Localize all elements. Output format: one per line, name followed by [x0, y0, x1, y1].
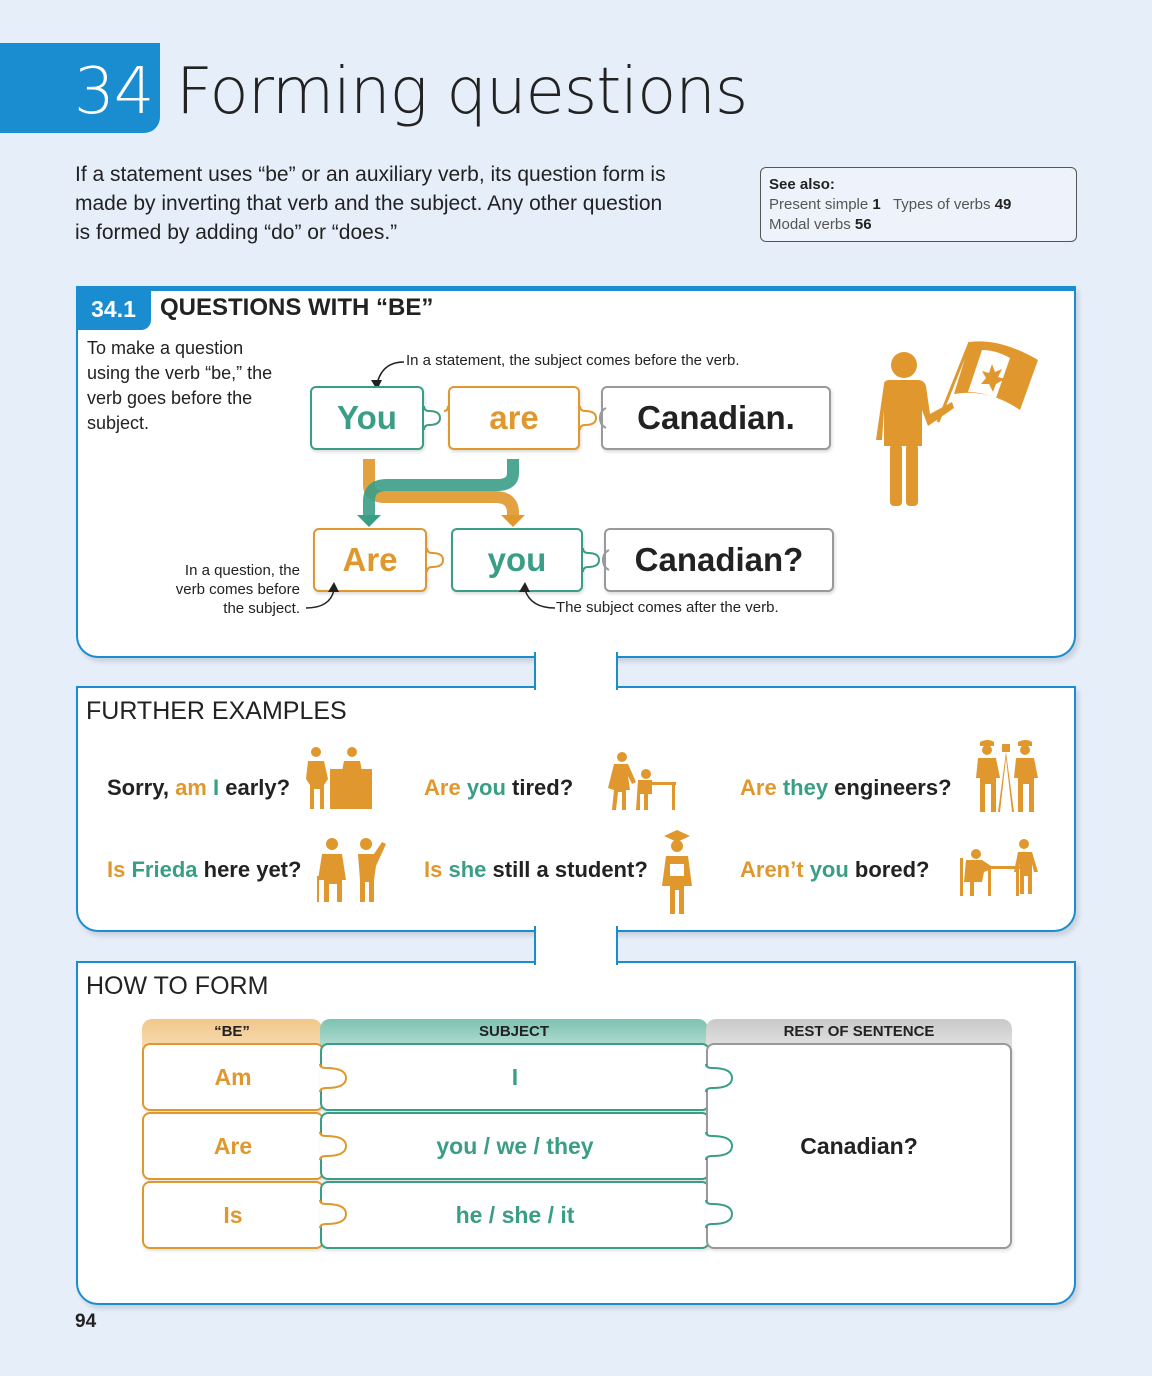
table-cell-subject: he / she / it	[320, 1181, 710, 1249]
example-sentence-4: Is Frieda here yet?	[107, 857, 302, 882]
person-with-canada-flag-icon	[876, 341, 1038, 506]
panel-connector	[534, 652, 618, 690]
maple-leaf-icon	[981, 364, 1005, 392]
pointer-arrow-icon	[371, 361, 405, 390]
engineers-icon	[976, 740, 1038, 812]
chapter-tab	[0, 43, 160, 133]
puzzle-knob-icon	[579, 405, 607, 431]
intro-text: If a statement uses “be” or an auxiliary…	[75, 163, 666, 244]
people-at-desk-icon	[306, 747, 372, 809]
section-explanation: To make a question using the verb “be,” …	[87, 338, 273, 433]
pointer-arrow-icon	[305, 582, 339, 609]
puzzle-piece-you: You	[310, 386, 424, 450]
puzzle-piece-are: are	[448, 386, 580, 450]
puzzle-knob-icon	[319, 1063, 348, 1229]
example-sentence-2: Are you tired?	[424, 775, 574, 800]
puzzle-knob-icon	[423, 405, 449, 431]
see-also-link-modal-verbs[interactable]: Modal verbs 56	[769, 216, 872, 233]
table-cell-subject: I	[320, 1043, 710, 1111]
chapter-number: 34	[74, 55, 154, 129]
note-subject-after: The subject comes after the verb.	[556, 599, 779, 616]
swap-arrows-icon	[357, 459, 525, 527]
elderly-people-greeting-icon	[317, 838, 386, 902]
see-also-heading: See also:	[769, 176, 835, 193]
puzzle-piece-are-question: Are	[313, 528, 427, 592]
pointer-arrow-icon	[519, 582, 556, 609]
puzzle-piece-canadian-statement: Canadian.	[601, 386, 831, 450]
puzzle-knob-icon	[582, 547, 610, 573]
table-cell-be: Is	[142, 1181, 324, 1249]
puzzle-knob-icon	[705, 1063, 734, 1229]
puzzle-knob-icon	[426, 547, 445, 573]
section-number: 34.1	[76, 288, 151, 330]
puzzle-piece-you-question: you	[451, 528, 583, 592]
bored-person-at-table-icon	[960, 839, 1038, 896]
see-also-box: See also: Present simple 1 Types of verb…	[760, 167, 1077, 242]
further-examples-heading: FURTHER EXAMPLES	[86, 697, 347, 725]
puzzle-piece-canadian-question: Canadian?	[604, 528, 834, 592]
table-cell-subject: you / we / they	[320, 1112, 710, 1180]
canada-flag-icon	[954, 341, 1038, 410]
panel-connector	[534, 926, 618, 965]
chapter-title: Forming questions	[176, 55, 748, 129]
table-cell-be: Are	[142, 1112, 324, 1180]
teacher-and-student-icon	[608, 752, 676, 810]
example-sentence-1: Sorry, am I early?	[107, 775, 291, 800]
table-cell-be: Am	[142, 1043, 324, 1111]
page-number: 94	[75, 1311, 97, 1332]
note-statement: In a statement, the subject comes before…	[406, 352, 740, 369]
see-also-link-types-of-verbs[interactable]: Types of verbs 49	[892, 196, 1012, 213]
note-question-verb: In a question, the verb comes before the…	[175, 562, 300, 617]
section-title: QUESTIONS WITH “BE”	[160, 294, 434, 321]
example-sentence-6: Aren’t you bored?	[740, 857, 930, 882]
see-also-link-present-simple[interactable]: Present simple 1	[769, 196, 881, 213]
how-to-form-heading: HOW TO FORM	[86, 972, 269, 1000]
table-cell-rest: Canadian?	[706, 1043, 1012, 1249]
example-sentence-5: Is she still a student?	[424, 857, 648, 882]
graduate-icon	[662, 830, 692, 914]
example-sentence-3: Are they engineers?	[740, 775, 952, 800]
